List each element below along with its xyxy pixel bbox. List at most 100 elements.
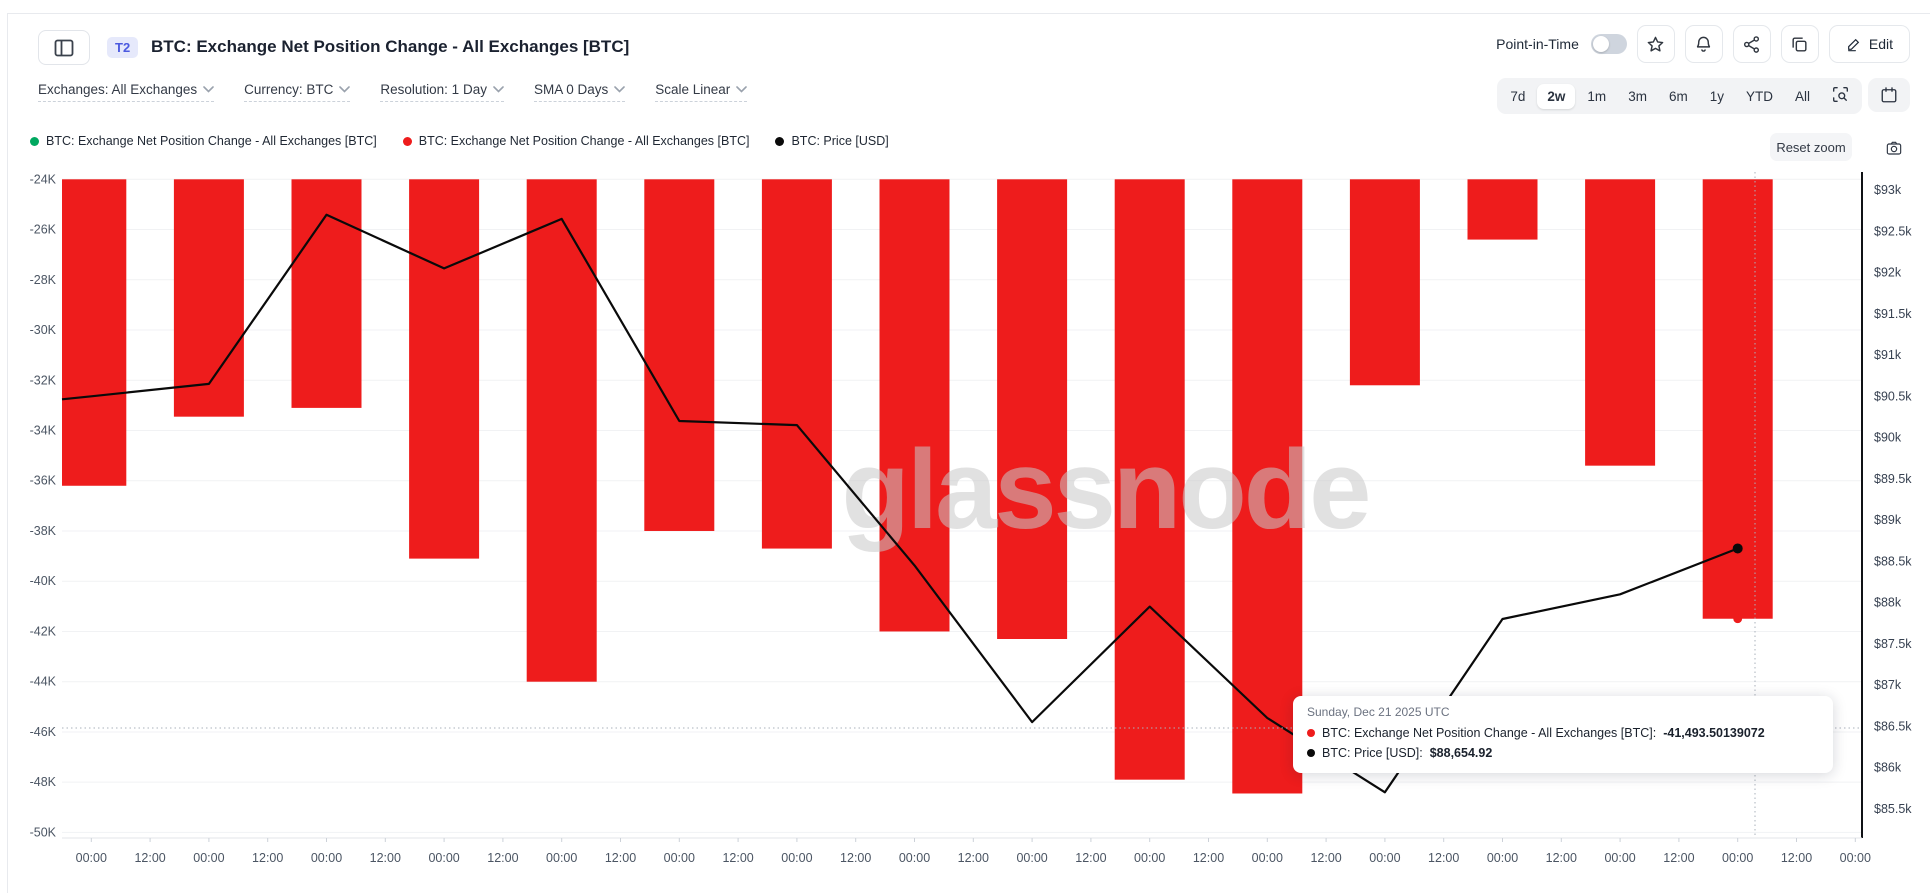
- panel-icon: [54, 39, 74, 56]
- toggle-knob: [1592, 36, 1609, 52]
- chevron-down-icon: [339, 86, 351, 93]
- x-axis-label: 00:00: [1252, 851, 1283, 865]
- filter-dropdown-2[interactable]: Currency: BTC: [244, 82, 351, 102]
- bar-net-position-change[interactable]: [291, 179, 362, 408]
- copy-icon: [1792, 36, 1807, 52]
- bar-net-position-change[interactable]: [644, 179, 715, 531]
- x-axis-label: 00:00: [1604, 851, 1635, 865]
- x-axis-label: 00:00: [899, 851, 930, 865]
- legend-item-3[interactable]: BTC: Price [USD]: [775, 134, 889, 148]
- x-axis-label: 12:00: [1193, 851, 1224, 865]
- edit-button[interactable]: Edit: [1828, 25, 1910, 63]
- favorite-button[interactable]: [1636, 25, 1675, 63]
- tooltip-series-label: BTC: Exchange Net Position Change - All …: [1322, 726, 1657, 740]
- y-axis-left-label: -38K: [30, 524, 57, 538]
- calendar-icon: [1881, 87, 1897, 103]
- legend-item-2[interactable]: BTC: Exchange Net Position Change - All …: [402, 134, 749, 148]
- range-button-all[interactable]: All: [1785, 84, 1820, 109]
- x-axis-label: 00:00: [1369, 851, 1400, 865]
- reset-zoom-button[interactable]: Reset zoom: [1770, 133, 1852, 161]
- y-axis-left-label: -26K: [30, 223, 57, 237]
- range-button-3m[interactable]: 3m: [1618, 84, 1657, 109]
- bar-net-position-change[interactable]: [1349, 179, 1420, 386]
- filter-dropdown-4[interactable]: SMA 0 Days: [533, 82, 626, 102]
- bar-net-position-change[interactable]: [879, 179, 950, 632]
- point-in-time-label: Point-in-Time: [1496, 36, 1579, 52]
- bell-icon: [1697, 36, 1711, 52]
- bar-net-position-change[interactable]: [409, 179, 480, 559]
- x-axis-label: 00:00: [781, 851, 812, 865]
- y-axis-right-label: $87.5k: [1874, 637, 1912, 651]
- calendar-button[interactable]: [1868, 78, 1910, 112]
- bar-net-position-change[interactable]: [761, 179, 832, 549]
- legend-dot-icon: [775, 136, 785, 146]
- chevron-down-icon: [493, 86, 504, 93]
- x-axis-label: 12:00: [1663, 851, 1694, 865]
- screenshot-button[interactable]: [1880, 135, 1908, 161]
- y-axis-right-label: $91.5k: [1874, 307, 1912, 321]
- filter-dropdown-3[interactable]: Resolution: 1 Day: [380, 82, 504, 102]
- y-axis-right-label: $86.5k: [1874, 719, 1912, 733]
- y-axis-right-label: $86k: [1874, 761, 1902, 775]
- y-axis-right-label: $92.5k: [1874, 224, 1912, 238]
- x-axis-label: 12:00: [134, 851, 165, 865]
- tab-badge[interactable]: T2: [107, 37, 139, 58]
- y-axis-left-label: -42K: [30, 624, 57, 638]
- bar-net-position-change[interactable]: [1114, 179, 1185, 780]
- x-axis-label: 12:00: [1310, 851, 1341, 865]
- chevron-down-icon: [203, 86, 214, 93]
- bar-net-position-change[interactable]: [997, 179, 1068, 639]
- bar-net-position-change[interactable]: [173, 179, 244, 417]
- legend-label: BTC: Exchange Net Position Change - All …: [46, 134, 377, 148]
- duplicate-button[interactable]: [1780, 25, 1819, 63]
- bar-net-position-change[interactable]: [1232, 179, 1303, 794]
- zoom-area-button[interactable]: [1822, 81, 1859, 111]
- x-axis-label: 00:00: [193, 851, 224, 865]
- share-button[interactable]: [1732, 25, 1771, 63]
- range-button-1y[interactable]: 1y: [1700, 84, 1734, 109]
- x-axis-label: 00:00: [76, 851, 107, 865]
- tooltip-series-value: $88,654.92: [1429, 746, 1493, 760]
- legend-item-1[interactable]: BTC: Exchange Net Position Change - All …: [30, 134, 377, 148]
- header: T2 BTC: Exchange Net Position Change - A…: [8, 13, 1930, 65]
- y-axis-right-label: $90.5k: [1874, 389, 1912, 403]
- tooltip-series-label: BTC: Price [USD]:: [1322, 746, 1423, 760]
- star-icon: [1648, 36, 1664, 52]
- filter-dropdown-1[interactable]: Exchanges: All Exchanges: [38, 82, 215, 102]
- point-in-time-toggle[interactable]: [1590, 34, 1627, 54]
- x-axis-label: 12:00: [958, 851, 989, 865]
- hover-marker-bar: [1733, 614, 1743, 624]
- x-axis-label: 12:00: [370, 851, 401, 865]
- range-button-1m[interactable]: 1m: [1577, 84, 1616, 109]
- y-axis-left-label: -30K: [30, 323, 57, 337]
- x-axis-label: 00:00: [428, 851, 459, 865]
- bar-net-position-change[interactable]: [526, 179, 597, 682]
- range-button-7d[interactable]: 7d: [1500, 84, 1535, 109]
- x-axis-label: 00:00: [1016, 851, 1047, 865]
- bar-net-position-change[interactable]: [1467, 179, 1538, 240]
- y-axis-right-label: $85.5k: [1874, 802, 1912, 816]
- filter-dropdown-5[interactable]: Scale Linear: [655, 82, 748, 102]
- chevron-down-icon: [736, 86, 748, 93]
- x-axis-label: 12:00: [252, 851, 283, 865]
- y-axis-right-label: $90k: [1874, 431, 1902, 445]
- tooltip-row: BTC: Exchange Net Position Change - All …: [1307, 723, 1819, 743]
- bar-net-position-change[interactable]: [1585, 179, 1656, 466]
- filter-label: Currency: BTC: [244, 82, 334, 97]
- x-axis-label: 12:00: [722, 851, 753, 865]
- sidebar-toggle-button[interactable]: [38, 30, 90, 65]
- bar-net-position-change[interactable]: [62, 179, 127, 486]
- black-series-dot-icon: [1307, 749, 1315, 757]
- range-button-6m[interactable]: 6m: [1659, 84, 1698, 109]
- x-axis-label: 00:00: [664, 851, 695, 865]
- x-axis-label: 00:00: [546, 851, 577, 865]
- chevron-down-icon: [614, 86, 626, 93]
- range-button-2w[interactable]: 2w: [1537, 83, 1576, 109]
- pencil-icon: [1847, 38, 1860, 52]
- range-button-ytd[interactable]: YTD: [1736, 84, 1783, 109]
- y-axis-right-label: $93k: [1874, 183, 1902, 197]
- alert-button[interactable]: [1684, 25, 1723, 63]
- x-axis-label: 12:00: [605, 851, 636, 865]
